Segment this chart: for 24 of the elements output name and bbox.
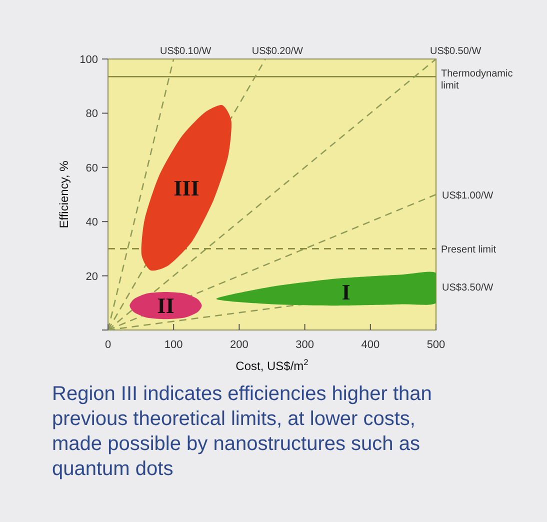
- series-label: US$3.50/W: [442, 282, 494, 294]
- series-label: US$0.20/W: [252, 46, 304, 57]
- ref-line-label: Thermodynamic limit: [441, 68, 513, 92]
- x-axis-title: Cost, US$/m$^{2}$: [236, 357, 309, 373]
- x-tick-label: 200: [230, 339, 248, 351]
- y-tick-label: 20: [86, 270, 98, 283]
- x-tick-label: 100: [164, 339, 183, 351]
- series-label: US$0.10/W: [160, 46, 212, 57]
- ref-line-label: Present limit: [441, 244, 496, 256]
- y-tick-label: 60: [86, 162, 98, 174]
- y-tick-label: 40: [86, 216, 98, 229]
- y-axis-title: Efficiency, %: [57, 160, 71, 228]
- text: Region III indicates efficiencies higher than previous theoretical limits, at lower costs, made possible by nanostructures such as quantum dots: [52, 383, 432, 480]
- x-tick-label: 500: [426, 339, 446, 351]
- y-tick-label: 80: [86, 108, 98, 120]
- y-tick-label: 100: [80, 54, 98, 66]
- series-label: II: [157, 293, 174, 318]
- series-label: III: [174, 176, 200, 201]
- x-tick-label: 400: [361, 339, 380, 351]
- series-label: US$1.00/W: [442, 190, 494, 202]
- series-label: US$0.50/W: [430, 46, 482, 57]
- series-label: I: [342, 280, 350, 305]
- x-tick-label: 300: [296, 339, 314, 351]
- x-tick-label: 0: [104, 339, 112, 351]
